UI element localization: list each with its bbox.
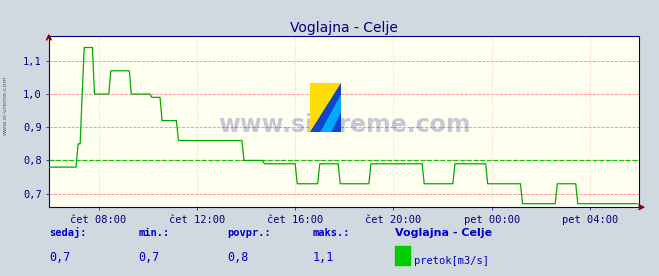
Text: povpr.:: povpr.: [227,228,271,238]
Text: www.si-vreme.com: www.si-vreme.com [218,113,471,137]
Text: min.:: min.: [138,228,169,238]
Text: pretok[m3/s]: pretok[m3/s] [414,256,489,266]
Text: sedaj:: sedaj: [49,227,87,238]
Text: 0,7: 0,7 [49,251,71,264]
Text: 0,8: 0,8 [227,251,248,264]
Polygon shape [321,95,341,132]
Text: 1,1: 1,1 [313,251,334,264]
Text: www.si-vreme.com: www.si-vreme.com [3,75,8,135]
Polygon shape [310,83,341,132]
Title: Voglajna - Celje: Voglajna - Celje [291,21,398,35]
Text: maks.:: maks.: [313,228,351,238]
Text: Voglajna - Celje: Voglajna - Celje [395,228,492,238]
Text: 0,7: 0,7 [138,251,159,264]
Polygon shape [310,83,341,132]
